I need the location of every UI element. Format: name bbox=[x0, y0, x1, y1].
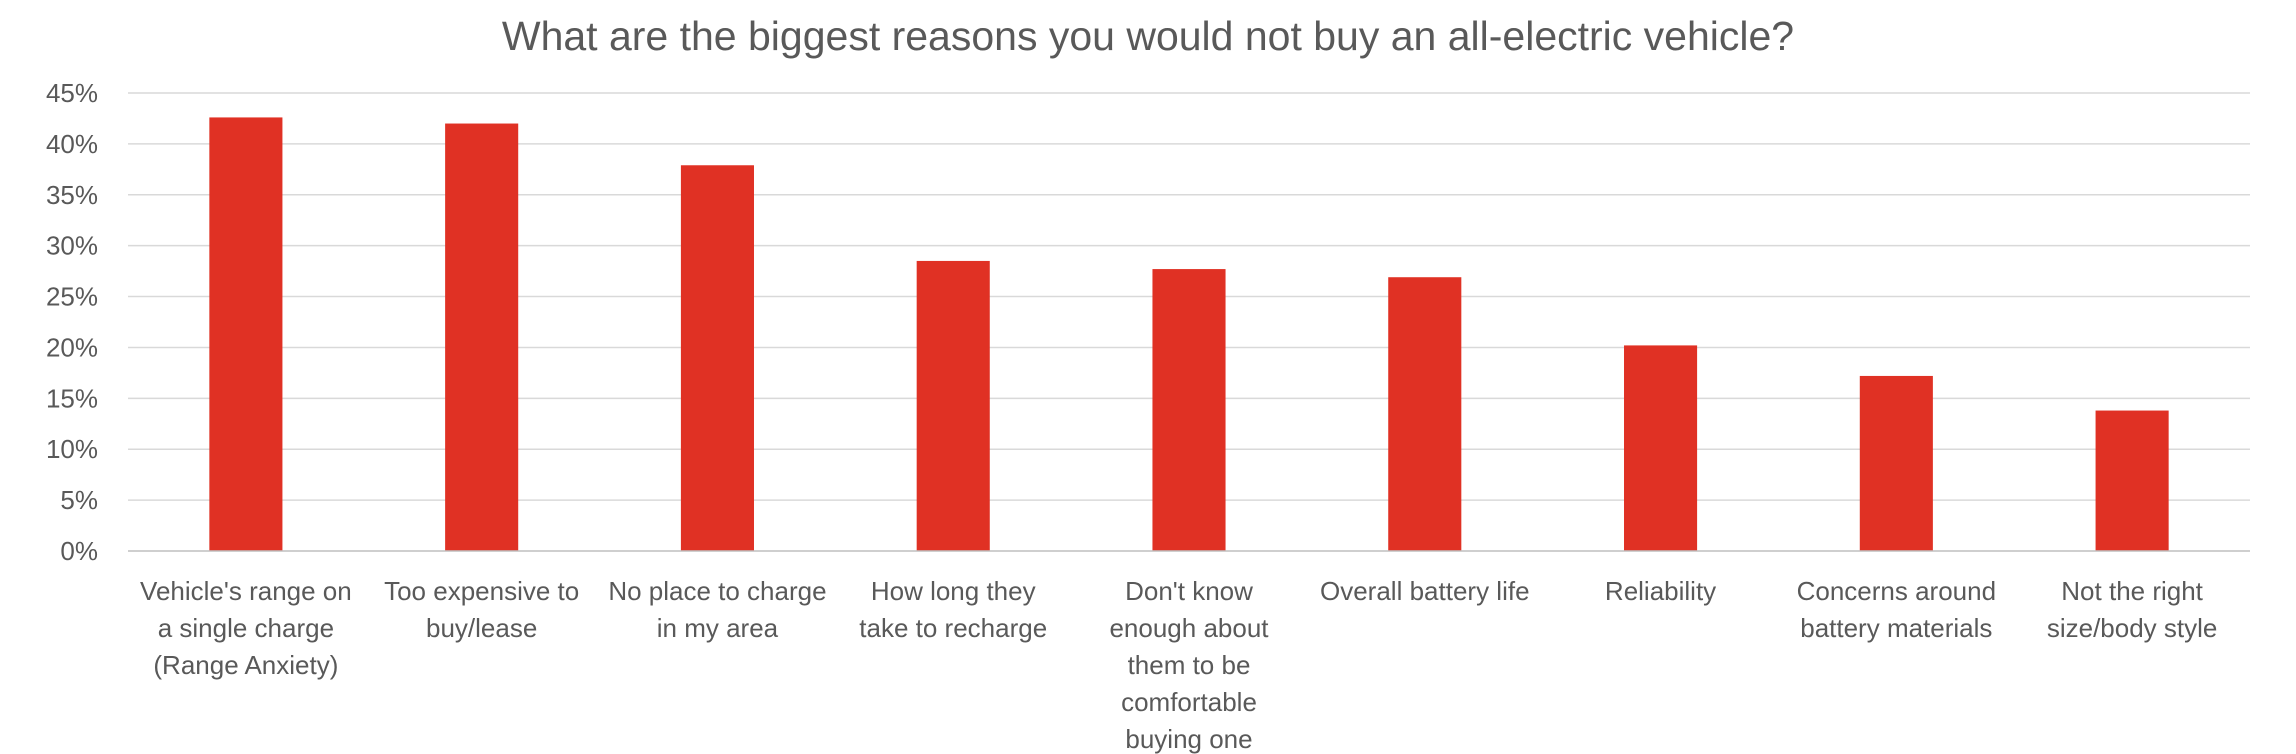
x-category-label: Vehicle's range on a single charge (Range … bbox=[140, 576, 352, 680]
y-tick-label: 35% bbox=[46, 180, 98, 210]
y-tick-label: 0% bbox=[60, 536, 98, 566]
bar bbox=[1624, 345, 1698, 551]
y-tick-label: 45% bbox=[46, 78, 98, 108]
bar bbox=[209, 117, 283, 551]
y-tick-label: 5% bbox=[60, 485, 98, 515]
bar bbox=[916, 260, 990, 551]
bar bbox=[1388, 277, 1462, 551]
bar bbox=[2095, 410, 2169, 551]
bar bbox=[445, 123, 519, 552]
y-tick-label: 40% bbox=[46, 129, 98, 159]
bar bbox=[1152, 269, 1226, 551]
bar bbox=[1859, 375, 1933, 551]
x-category-label: Too expensive to buy/lease bbox=[384, 576, 579, 643]
bar bbox=[680, 165, 754, 552]
y-tick-label: 30% bbox=[46, 231, 98, 261]
x-category-label: How long they take to recharge bbox=[859, 576, 1047, 643]
x-category-label: Overall battery life bbox=[1320, 576, 1530, 606]
x-category-label: No place to charge in my area bbox=[608, 576, 826, 643]
chart-title: What are the biggest reasons you would n… bbox=[502, 13, 1794, 59]
y-tick-label: 10% bbox=[46, 434, 98, 464]
y-tick-label: 15% bbox=[46, 383, 98, 413]
x-category-label: Reliability bbox=[1605, 576, 1716, 606]
bars bbox=[209, 117, 2169, 552]
x-axis-labels: Vehicle's range on a single charge (Range … bbox=[140, 576, 2217, 754]
x-category-label: Don't know enough about them to be comforta… bbox=[1109, 576, 1269, 754]
y-tick-label: 25% bbox=[46, 282, 98, 312]
x-category-label: Not the right size/body style bbox=[2047, 576, 2218, 643]
y-tick-label: 20% bbox=[46, 332, 98, 362]
y-axis-ticks: 0% 5% 10% 15% 20% 25% 30% 35% 40% 45% bbox=[46, 78, 98, 566]
x-category-label: Concerns around battery materials bbox=[1797, 576, 1996, 643]
